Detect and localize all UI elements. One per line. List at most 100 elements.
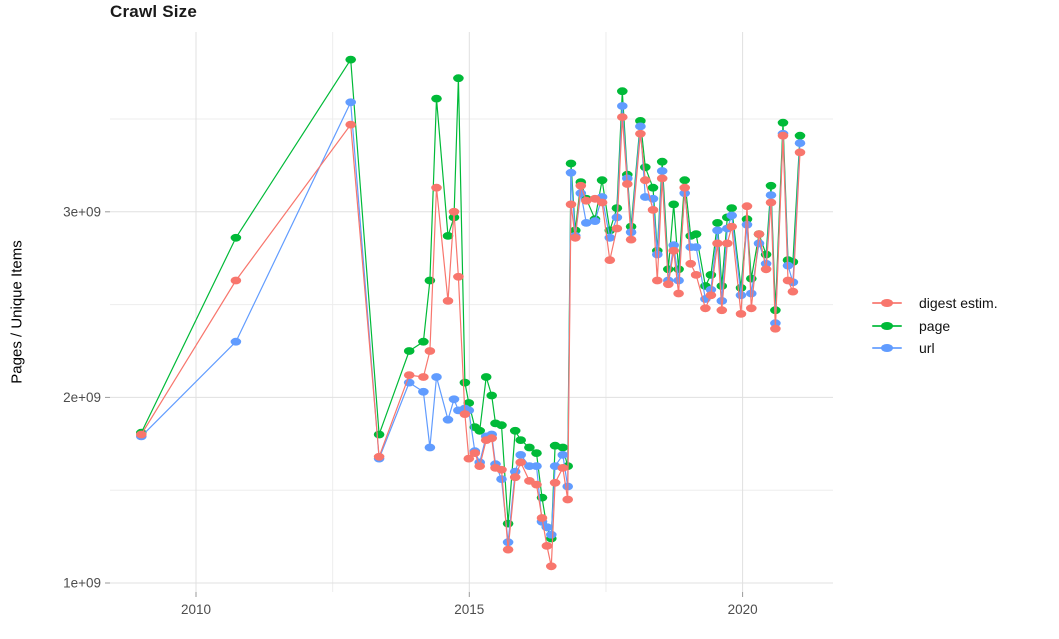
x-tick-label: 2010 <box>181 602 211 617</box>
data-point-digestestim <box>373 452 385 461</box>
data-point-url <box>765 191 777 200</box>
legend-label-url: url <box>919 340 935 357</box>
data-point-page <box>474 426 486 435</box>
data-point-digestestim <box>531 480 542 489</box>
data-point-digestestim <box>746 304 757 313</box>
data-point-digestestim <box>777 131 789 140</box>
legend: digest estim. page url <box>872 292 998 360</box>
data-point-url <box>431 373 442 381</box>
data-point-digestestim <box>705 291 717 300</box>
data-point-url <box>581 219 592 227</box>
data-point-url <box>345 98 357 107</box>
data-point-digestestim <box>403 371 415 379</box>
data-point-digestestim <box>536 514 548 522</box>
data-point-page <box>480 373 492 381</box>
data-point-digestestim <box>782 276 794 285</box>
data-point-page <box>524 443 535 452</box>
legend-label-digestestim: digest estim. <box>919 295 998 312</box>
data-point-digestestim <box>596 198 608 207</box>
data-point-digestestim <box>459 410 471 418</box>
data-point-url <box>753 239 765 248</box>
data-point-url <box>515 451 526 459</box>
data-point-digestestim <box>515 458 526 467</box>
data-point-digestestim <box>486 434 498 443</box>
data-point-url <box>668 241 679 250</box>
data-point-digestestim <box>647 206 659 214</box>
data-point-url <box>726 211 737 220</box>
data-point-digestestim <box>794 148 806 157</box>
data-point-digestestim <box>726 222 737 231</box>
data-point-digestestim <box>557 464 569 472</box>
data-point-page <box>442 232 454 240</box>
data-point-page <box>705 271 717 279</box>
data-point-page <box>502 519 514 528</box>
legend-label-page: page <box>919 317 951 334</box>
data-point-url <box>496 475 507 483</box>
data-point-page <box>345 55 357 64</box>
data-point-digestestim <box>562 495 573 504</box>
data-point-page <box>509 426 521 435</box>
data-point-digestestim <box>474 462 486 470</box>
data-point-url <box>418 387 429 396</box>
data-point-page <box>515 436 526 444</box>
data-point-digestestim <box>448 207 460 216</box>
x-tick-label: 2015 <box>454 602 484 617</box>
data-point-url <box>746 289 757 298</box>
data-point-url <box>589 217 601 226</box>
data-point-digestestim <box>735 310 747 318</box>
data-point-digestestim <box>685 259 696 268</box>
data-point-digestestim <box>502 545 514 554</box>
data-point-url <box>656 167 668 175</box>
data-point-page <box>716 282 728 290</box>
data-point-digestestim <box>345 120 357 129</box>
y-tick-label: 1e+09 <box>63 576 101 591</box>
data-point-page <box>565 159 577 168</box>
chart-title: Crawl Size <box>110 2 198 21</box>
data-point-page <box>418 337 429 346</box>
legend-item-url: url <box>872 337 998 360</box>
data-point-digestestim <box>418 373 429 381</box>
data-point-digestestim <box>679 183 690 192</box>
legend-item-digestestim: digest estim. <box>872 292 998 315</box>
data-point-digestestim <box>570 233 581 242</box>
data-point-digestestim <box>541 542 553 550</box>
data-point-page <box>656 157 668 166</box>
data-point-digestestim <box>635 129 646 138</box>
data-point-page <box>635 117 646 125</box>
data-point-digestestim <box>625 235 637 244</box>
legend-key-icon-digestestim <box>872 296 902 310</box>
data-point-digestestim <box>424 347 436 355</box>
data-point-digestestim <box>668 246 679 255</box>
data-point-url <box>705 285 717 294</box>
data-point-page <box>431 94 442 103</box>
data-point-page <box>647 183 659 192</box>
data-point-digestestim <box>712 239 723 248</box>
data-point-page <box>373 430 385 439</box>
data-point-digestestim <box>604 256 616 264</box>
data-point-page <box>617 87 628 96</box>
data-point-digestestim <box>673 289 684 298</box>
data-point-url <box>690 243 702 252</box>
data-point-url <box>652 250 663 259</box>
data-point-url <box>673 276 684 285</box>
data-point-digestestim <box>765 198 777 207</box>
data-point-digestestim <box>640 176 651 185</box>
data-point-url <box>565 168 577 177</box>
data-point-url <box>617 102 628 110</box>
data-point-page <box>777 118 789 127</box>
data-point-page <box>679 176 690 185</box>
data-point-url <box>230 337 242 346</box>
x-tick-label: 2020 <box>728 602 758 617</box>
data-point-digestestim <box>690 271 702 279</box>
data-point-digestestim <box>546 562 557 571</box>
data-point-url <box>794 139 806 148</box>
data-point-digestestim <box>611 224 623 233</box>
y-tick-label: 2e+09 <box>63 390 101 405</box>
data-point-url <box>741 220 753 229</box>
data-point-page <box>690 230 702 239</box>
data-point-digestestim <box>431 183 442 192</box>
data-point-digestestim <box>760 265 772 274</box>
data-point-digestestim <box>741 202 753 211</box>
